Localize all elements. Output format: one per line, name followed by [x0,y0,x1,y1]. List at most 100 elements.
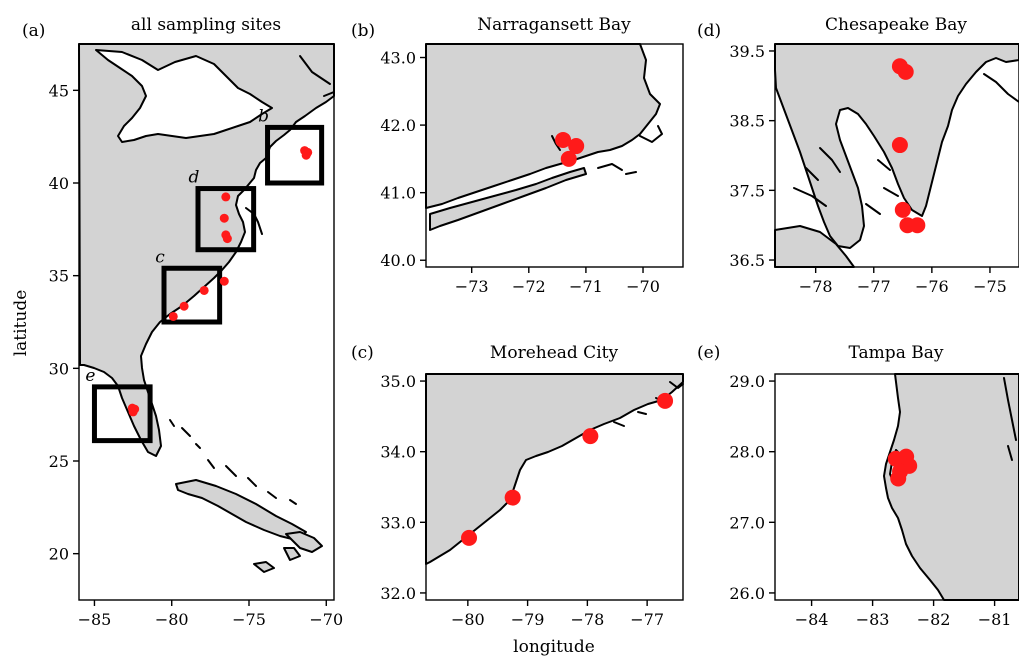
panel-narragansett-bay: (b) Narragansett Bay −73 −72 −71 −70 40.0 41.… [351,15,684,296]
y-tick-label: 35 [49,267,69,286]
x-tick-label: −75 [973,277,1007,296]
inset-box-b [265,124,325,186]
x-tick-label: −82 [917,610,951,629]
x-tick-label: −81 [978,610,1012,629]
sampling-site-marker [909,217,926,234]
y-tick-label: 33.0 [380,513,416,532]
y-tick-label: 28.0 [729,443,765,462]
x-tick-label: −70 [626,277,660,296]
y-tick-label: 41.0 [380,184,416,203]
y-tick-label: 35.0 [380,372,416,391]
sampling-site-marker [221,192,231,202]
sampling-site-marker [219,213,229,223]
panel-title-a: all sampling sites [131,15,281,35]
plot-frame-e [774,373,1019,601]
sampling-site-marker [555,131,572,148]
inset-box-label-c: c [155,247,165,267]
plot-frame-a [78,43,335,601]
panel-letter-b: (b) [351,21,375,41]
land-mass [883,373,1019,601]
y-tick-label: 45 [49,81,69,100]
x-tick-label: −78 [570,610,604,629]
sampling-site-marker [461,529,478,546]
plot-frame-c [425,373,684,601]
y-tick-label: 20 [49,545,69,564]
y-tick-label: 27.0 [729,513,765,532]
axis-ticks-e: −84 −83 −82 −81 26.0 27.0 28.0 29.0 [729,372,1011,629]
y-tick-label: 40 [49,174,69,193]
sampling-site-marker [222,234,232,244]
y-tick-label: 37.5 [729,181,765,200]
x-tick-label: −78 [799,277,833,296]
inset-box-d [195,186,257,253]
y-tick-label: 25 [49,452,69,471]
land-mass [774,43,1019,268]
land-mass [78,43,335,573]
inset-box-e [91,384,153,444]
x-tick-label: −70 [309,610,343,629]
sampling-site-marker [894,201,911,218]
inset-box-c [161,265,223,325]
y-tick-label: 26.0 [729,584,765,603]
sampling-site-marker [128,407,138,417]
y-tick-label: 40.0 [380,251,416,270]
panel-title-b: Narragansett Bay [477,15,631,35]
sampling-sites [555,131,585,167]
panel-letter-c: (c) [351,343,374,363]
x-tick-label: −76 [915,277,949,296]
sampling-site-marker [504,489,521,506]
sampling-site-marker [219,276,229,286]
sampling-sites [887,448,918,487]
panel-all-sampling-sites: (a) all sampling sites [22,15,343,629]
plot-frame-d [774,43,1019,268]
sampling-site-marker [168,311,178,321]
x-tick-label: −80 [155,610,189,629]
panel-title-d: Chesapeake Bay [825,15,967,35]
inset-box-label-b: b [258,106,269,126]
x-tick-label: −71 [569,277,603,296]
panel-letter-e: (e) [697,343,720,363]
y-tick-label: 32.0 [380,584,416,603]
y-tick-label: 39.5 [729,42,765,61]
axis-ticks-d: −78 −77 −76 −75 36.5 37.5 38.5 39.5 [729,42,1006,296]
panel-title-c: Morehead City [490,343,619,363]
sampling-site-marker [657,392,674,409]
x-tick-label: −73 [455,277,489,296]
sampling-site-marker [560,150,577,167]
panel-letter-a: (a) [22,21,45,41]
axis-ticks-a: −85 −80 −75 −70 20 25 30 35 40 45 [49,81,344,629]
sampling-sites [461,392,674,546]
plot-frame-b [425,43,684,268]
panel-chesapeake-bay: (d) Chesapeake Bay −78 −77 −76 −75 36.5 37.5 3… [697,15,1019,296]
x-tick-label: −80 [451,610,485,629]
sampling-site-marker [897,63,914,80]
y-tick-label: 36.5 [729,251,765,270]
inset-box-label-e: e [85,366,95,386]
x-tick-label: −85 [78,610,112,629]
axis-ticks-b: −73 −72 −71 −70 40.0 41.0 42.0 43.0 [380,49,660,296]
y-tick-label: 43.0 [380,49,416,68]
y-tick-label: 34.0 [380,443,416,462]
y-tick-label: 29.0 [729,372,765,391]
land-mass [425,43,663,231]
x-tick-label: −84 [795,610,829,629]
y-axis-label: latitude [11,290,31,357]
x-tick-label: −83 [856,610,890,629]
y-tick-label: 38.5 [729,112,765,131]
sampling-site-marker [891,137,908,154]
x-axis-label: longitude [513,637,595,657]
x-tick-label: −77 [857,277,891,296]
axis-ticks-c: −80 −79 −78 −77 32.0 33.0 34.0 35.0 [380,372,664,629]
panel-morehead-city: (c) Morehead City −80 −79 −78 −77 32.0 33.0 34… [351,343,684,629]
x-tick-label: −72 [512,277,546,296]
sampling-site-marker [568,138,585,155]
x-tick-label: −77 [630,610,664,629]
sampling-sites [891,58,926,234]
sampling-site-marker [890,470,907,487]
sampling-site-marker [199,285,209,295]
sampling-sites [127,146,313,417]
panel-letter-d: (d) [697,21,721,41]
sampling-site-marker [582,428,599,445]
x-tick-label: −75 [232,610,266,629]
